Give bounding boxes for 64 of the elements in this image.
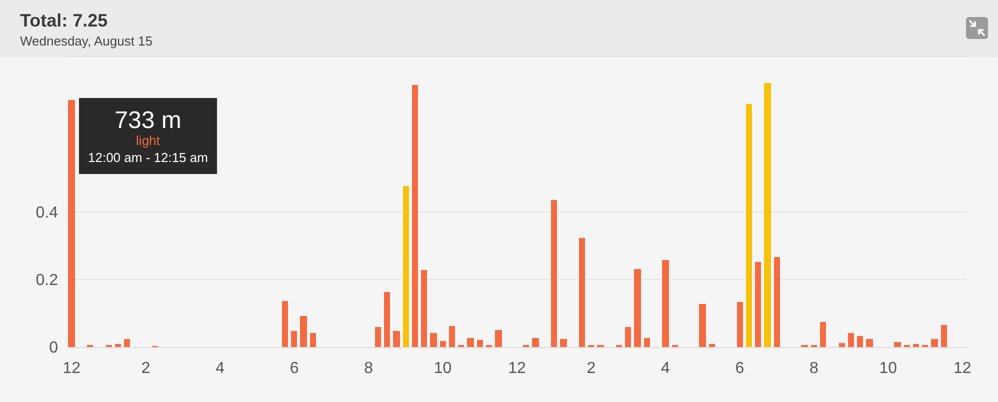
bar xyxy=(310,333,316,347)
bar xyxy=(746,104,752,347)
chart-title: Total: 7.25 xyxy=(20,10,108,31)
x-tick-label: 2 xyxy=(141,360,150,378)
bar xyxy=(375,327,381,347)
bar xyxy=(477,340,483,347)
bar xyxy=(839,343,845,347)
bar xyxy=(124,339,130,347)
bar xyxy=(644,338,650,347)
bar xyxy=(291,331,297,347)
bar xyxy=(115,344,121,347)
x-tick-label: 12 xyxy=(62,360,81,378)
bar xyxy=(300,316,307,347)
bar xyxy=(560,339,567,347)
bar xyxy=(449,326,455,347)
bar xyxy=(68,100,75,347)
chart-subtitle: Wednesday, August 15 xyxy=(20,34,153,48)
bar xyxy=(467,338,474,347)
bar xyxy=(532,338,539,347)
x-tick-label: 10 xyxy=(434,360,452,378)
annotation: 12:00 am - 12:15 am xyxy=(88,150,208,165)
bar xyxy=(579,238,585,347)
x-tick-label: 10 xyxy=(879,360,898,378)
x-tick-label: 6 xyxy=(735,360,744,378)
y-tick-label: 0.2 xyxy=(36,272,58,290)
bar xyxy=(737,302,743,347)
x-tick-label: 12 xyxy=(953,360,972,378)
x-tick-label: 4 xyxy=(660,360,670,378)
text: light xyxy=(136,132,160,148)
bar xyxy=(774,257,780,347)
x-tick-label: 8 xyxy=(364,360,374,378)
bar xyxy=(941,325,947,347)
bar xyxy=(403,186,409,347)
y-tick-label: 0.4 xyxy=(36,204,58,222)
bar xyxy=(495,330,502,347)
x-tick-label: 2 xyxy=(586,360,596,378)
bar xyxy=(848,333,854,347)
bar xyxy=(551,200,557,347)
bar xyxy=(282,301,288,347)
bar xyxy=(764,83,771,347)
bar xyxy=(625,327,631,347)
bar xyxy=(440,341,446,347)
annotation: 733 m xyxy=(114,107,182,134)
bar xyxy=(412,85,418,347)
bar xyxy=(384,292,390,347)
bar xyxy=(894,342,901,347)
bar xyxy=(709,344,715,347)
bar xyxy=(755,262,761,347)
bar xyxy=(393,331,400,347)
bar xyxy=(931,339,938,347)
bar xyxy=(662,260,669,347)
x-tick-label: 12 xyxy=(508,360,526,378)
x-tick-label: 6 xyxy=(290,360,299,378)
bar xyxy=(699,304,706,347)
bar xyxy=(634,269,641,347)
bar xyxy=(430,333,437,347)
bar xyxy=(913,344,919,347)
bar xyxy=(421,270,427,347)
bar xyxy=(866,339,873,347)
bar xyxy=(857,336,863,347)
bar xyxy=(820,322,826,347)
x-tick-label: 8 xyxy=(809,360,818,378)
x-tick-label: 4 xyxy=(216,360,225,378)
y-tick-label: 0 xyxy=(49,340,58,357)
